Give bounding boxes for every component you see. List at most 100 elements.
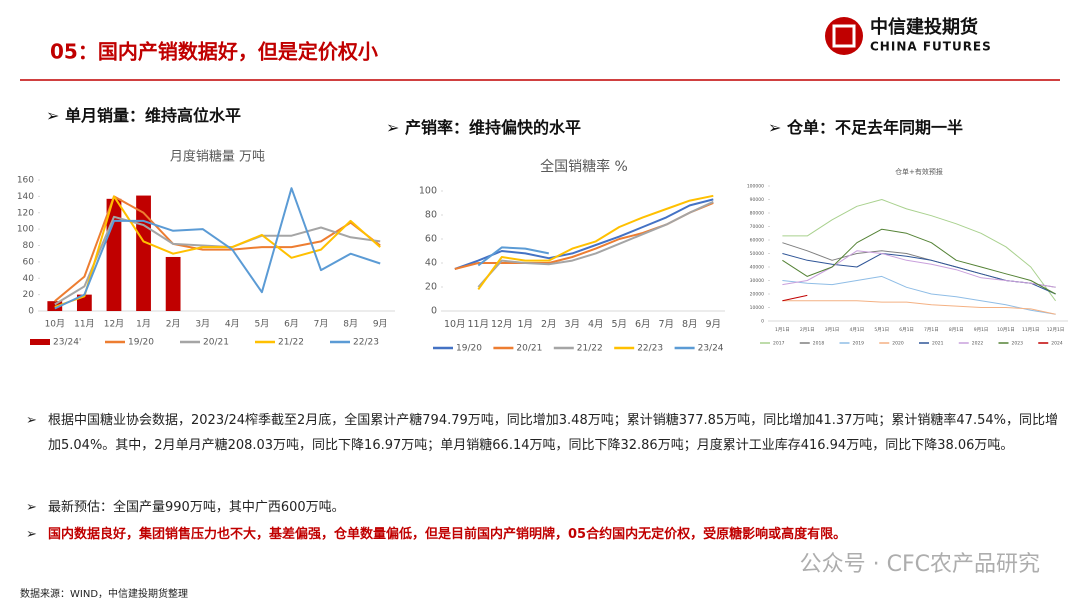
- legend-label: 19/20: [128, 338, 154, 348]
- series-line: [782, 250, 1056, 288]
- logo-mark: [825, 17, 863, 55]
- y-tick-label: 30000: [750, 278, 764, 284]
- x-tick-label: 7月: [658, 319, 674, 330]
- legend-label: 20/21: [203, 338, 229, 348]
- legend-label: 2022: [972, 341, 984, 347]
- watermark: 公众号 · CFC农产品研究: [800, 552, 1040, 577]
- x-tick-label: 9月: [705, 319, 721, 330]
- legend-label: 2018: [813, 341, 825, 347]
- y-tick-label: 60000: [750, 238, 764, 244]
- chart-title: 仓单+有效预报: [895, 167, 943, 176]
- x-tick-label: 2月1日: [800, 327, 815, 333]
- legend-label: 2024: [1051, 341, 1063, 347]
- y-tick-label: 160: [17, 176, 34, 186]
- y-tick-label: 80: [23, 241, 35, 251]
- section-header: 仓单：不足去年同期一半: [768, 114, 963, 138]
- section-header: 产销率：维持偏快的水平: [386, 114, 581, 138]
- x-tick-label: 4月1日: [850, 327, 865, 333]
- legend-label: 22/23: [637, 344, 663, 354]
- x-tick-label: 5月: [255, 319, 270, 330]
- y-tick-label: 60: [425, 234, 437, 245]
- y-tick-label: 90000: [750, 197, 764, 203]
- legend-swatch: [30, 339, 50, 345]
- legend-label: 2021: [932, 341, 944, 347]
- logo-cn: 中信建投期货: [870, 16, 978, 38]
- x-tick-label: 1月1日: [775, 327, 790, 333]
- y-tick-label: 40000: [750, 265, 764, 271]
- y-tick-label: 100000: [747, 184, 764, 190]
- bar: [165, 256, 181, 311]
- series-line: [782, 253, 1056, 295]
- bullet: 根据中国糖业协会数据，2023/24榨季截至2月底，全国累计产糖794.79万吨…: [26, 408, 1060, 458]
- y-tick-label: 20000: [750, 292, 764, 298]
- chart-title: 全国销糖率 %: [540, 158, 628, 175]
- legend-label: 23/24': [53, 338, 81, 348]
- x-tick-label: 3月1日: [825, 327, 840, 333]
- y-tick-label: 100: [17, 225, 34, 235]
- x-tick-label: 9月: [373, 319, 388, 330]
- series-line: [477, 246, 550, 267]
- x-tick-label: 3月: [564, 319, 580, 330]
- legend-label: 23/24: [698, 344, 724, 354]
- y-tick-label: 70000: [750, 224, 764, 230]
- series-line: [782, 275, 1056, 315]
- y-tick-label: 20: [23, 290, 35, 300]
- y-tick-label: 140: [17, 192, 34, 202]
- series-line: [454, 198, 714, 270]
- x-tick-label: 2月: [166, 319, 181, 330]
- x-tick-label: 11月: [74, 319, 94, 330]
- series-line: [782, 242, 1056, 288]
- series-line: [54, 195, 381, 308]
- x-tick-label: 6月: [284, 319, 299, 330]
- legend-label: 21/22: [577, 344, 603, 354]
- series-line: [477, 200, 714, 288]
- y-tick-label: 40: [425, 258, 437, 269]
- series-line: [782, 294, 808, 302]
- x-tick-label: 10月1日: [997, 327, 1015, 333]
- y-tick-label: 120: [17, 208, 34, 218]
- x-tick-label: 4月: [588, 319, 604, 330]
- x-tick-label: 12月: [491, 319, 513, 330]
- bullet: 最新预估：全国产量990万吨，其中广西600万吨。: [26, 495, 1060, 520]
- x-tick-label: 7月1日: [924, 327, 939, 333]
- y-tick-label: 50000: [750, 251, 764, 257]
- legend-label: 21/22: [278, 338, 304, 348]
- x-tick-label: 4月: [225, 319, 240, 330]
- series-line: [782, 199, 1057, 302]
- legend-label: 2023: [1012, 341, 1024, 347]
- x-tick-label: 8月: [682, 319, 698, 330]
- x-tick-label: 6月1日: [899, 327, 914, 333]
- legend-label: 2019: [853, 341, 865, 347]
- x-tick-label: 3月: [195, 319, 210, 330]
- section-header: 单月销量：维持高位水平: [46, 102, 241, 126]
- x-tick-label: 11月1日: [1022, 327, 1040, 333]
- logo: 中信建投期货 CHINA FUTURES: [825, 16, 991, 55]
- slide-title: 05：国内产销数据好，但是定价权小: [50, 40, 378, 64]
- x-tick-label: 8月: [343, 319, 358, 330]
- y-tick-label: 20: [425, 282, 437, 293]
- legend-label: 20/21: [516, 344, 542, 354]
- y-tick-label: 10000: [750, 305, 764, 311]
- y-tick-label: 0: [431, 306, 437, 317]
- series-line: [782, 228, 1056, 295]
- y-tick-label: 60: [23, 257, 35, 267]
- y-tick-label: 100: [419, 186, 437, 197]
- x-tick-label: 9月1日: [974, 327, 989, 333]
- x-tick-label: 10月: [444, 319, 466, 330]
- chart-title: 月度销糖量 万吨: [170, 149, 265, 165]
- x-tick-label: 6月: [635, 319, 651, 330]
- bar: [76, 294, 92, 311]
- y-tick-label: 0: [28, 307, 34, 317]
- x-tick-label: 11月: [467, 319, 489, 330]
- legend-label: 2017: [773, 341, 785, 347]
- logo-inner: [832, 24, 856, 48]
- y-tick-label: 40: [23, 274, 35, 284]
- series-line: [782, 300, 1056, 315]
- x-tick-label: 5月1日: [874, 327, 889, 333]
- x-tick-label: 8月1日: [949, 327, 964, 333]
- x-tick-label: 12月: [104, 319, 124, 330]
- x-tick-label: 10月: [45, 319, 65, 330]
- y-tick-label: 80: [425, 210, 437, 221]
